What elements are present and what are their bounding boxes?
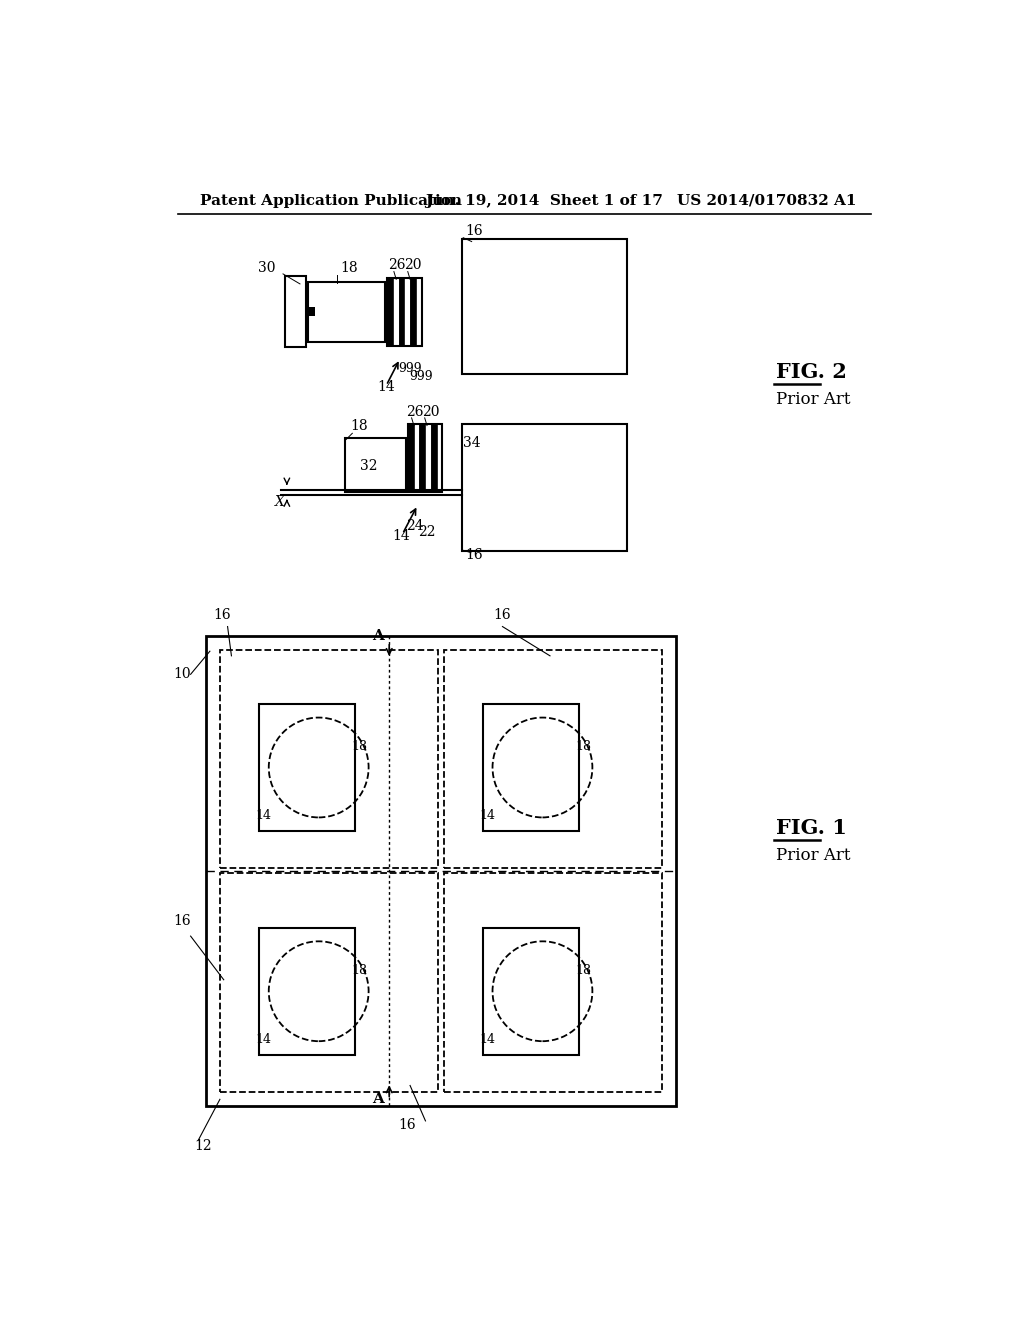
Text: US 2014/0170832 A1: US 2014/0170832 A1 <box>677 194 857 207</box>
Bar <box>483 928 579 1055</box>
Text: 16: 16 <box>174 915 191 928</box>
Bar <box>387 277 422 346</box>
Text: 18: 18 <box>351 741 368 754</box>
Bar <box>419 424 425 492</box>
Bar <box>220 874 438 1092</box>
Bar <box>436 424 442 492</box>
Bar <box>307 308 315 317</box>
Text: 14: 14 <box>479 809 495 822</box>
Bar <box>398 277 404 346</box>
Text: 24: 24 <box>407 519 424 533</box>
Text: 26: 26 <box>388 257 406 272</box>
Text: 16: 16 <box>214 609 231 622</box>
Bar <box>443 874 662 1092</box>
Bar <box>404 277 410 346</box>
Text: 14: 14 <box>479 1034 495 1045</box>
Text: 20: 20 <box>422 405 439 418</box>
Bar <box>220 649 438 867</box>
Text: 18: 18 <box>351 964 368 977</box>
Bar <box>259 704 355 830</box>
Bar <box>259 928 355 1055</box>
Bar <box>462 239 628 374</box>
Text: 16: 16 <box>466 224 483 239</box>
Text: 30: 30 <box>258 260 275 275</box>
Text: 18: 18 <box>575 964 591 977</box>
Text: Prior Art: Prior Art <box>776 391 850 408</box>
Bar <box>307 281 385 342</box>
Bar <box>462 424 628 552</box>
Text: 12: 12 <box>195 1139 212 1154</box>
Text: 14: 14 <box>377 380 394 393</box>
Text: Patent Application Publication: Patent Application Publication <box>200 194 462 207</box>
Bar <box>425 424 431 492</box>
Bar <box>414 424 419 492</box>
Text: 18: 18 <box>340 261 357 276</box>
Bar <box>206 636 676 1106</box>
Text: FIG. 1: FIG. 1 <box>776 818 847 838</box>
Text: 20: 20 <box>403 257 422 272</box>
Bar <box>410 277 416 346</box>
Bar <box>443 649 662 867</box>
Text: 14: 14 <box>392 528 410 543</box>
Bar <box>431 424 436 492</box>
Text: Prior Art: Prior Art <box>776 846 850 863</box>
Text: 32: 32 <box>360 459 378 474</box>
Text: 999: 999 <box>398 363 422 375</box>
Text: 16: 16 <box>494 609 511 622</box>
Text: X: X <box>275 495 286 510</box>
Text: 14: 14 <box>255 1034 271 1045</box>
Bar <box>345 438 407 492</box>
Text: 26: 26 <box>407 405 424 418</box>
Text: 18: 18 <box>575 741 591 754</box>
Text: A: A <box>373 630 384 643</box>
Text: 16: 16 <box>398 1118 416 1131</box>
Text: 14: 14 <box>255 809 271 822</box>
Bar <box>483 704 579 830</box>
Text: 10: 10 <box>174 667 191 681</box>
Text: 34: 34 <box>463 436 481 450</box>
Text: FIG. 2: FIG. 2 <box>776 363 847 383</box>
Bar <box>387 277 393 346</box>
Bar <box>408 424 442 492</box>
Text: 16: 16 <box>466 548 483 562</box>
Bar <box>285 276 306 347</box>
Text: 22: 22 <box>419 525 436 539</box>
Text: A: A <box>373 1092 384 1106</box>
Bar <box>416 277 422 346</box>
Bar <box>408 424 414 492</box>
Bar <box>393 277 398 346</box>
Text: 999: 999 <box>410 370 433 383</box>
Text: Jun. 19, 2014  Sheet 1 of 17: Jun. 19, 2014 Sheet 1 of 17 <box>425 194 664 207</box>
Text: 18: 18 <box>350 420 368 433</box>
